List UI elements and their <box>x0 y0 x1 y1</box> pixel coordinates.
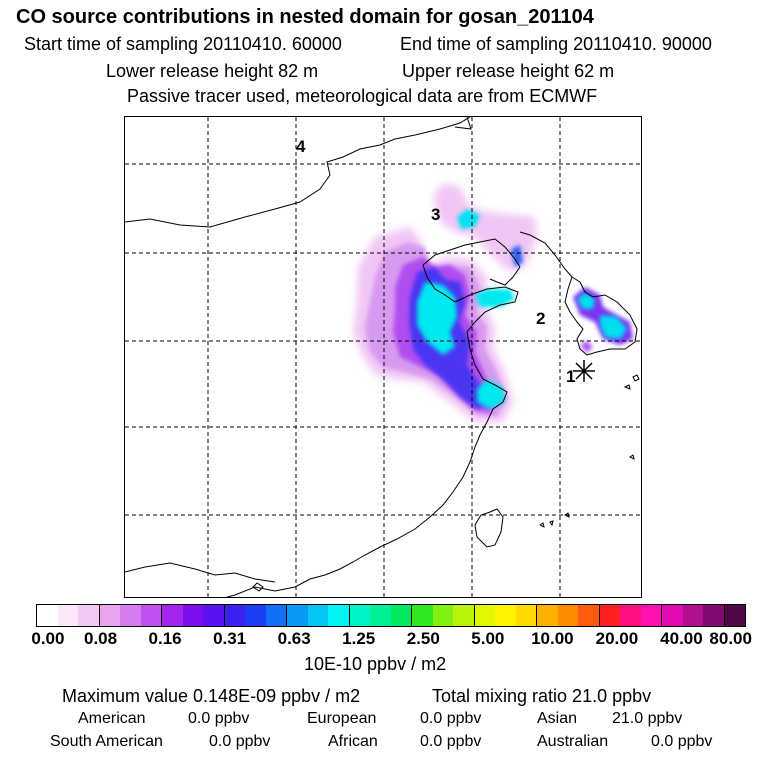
colorbar-swatch <box>57 605 78 626</box>
colorbar-swatch <box>140 605 162 626</box>
colorbar-swatch <box>307 605 328 626</box>
south-american-value: 0.0 ppbv <box>209 733 271 750</box>
map-canvas <box>125 117 641 597</box>
colorbar-swatch <box>162 605 183 626</box>
colorbar-swatch <box>99 605 120 626</box>
colorbar-swatch <box>390 605 412 626</box>
coastlines <box>125 117 640 597</box>
plume-korea-southwest <box>580 341 593 353</box>
colorbar <box>36 604 746 627</box>
concentration-plume <box>353 183 633 422</box>
colorbar-swatch <box>78 605 100 626</box>
gosan-receptor-star <box>573 360 595 382</box>
plume-core-shandong <box>475 289 515 307</box>
colorbar-swatch <box>412 605 433 626</box>
region-label-2: 2 <box>536 309 546 328</box>
colorbar-swatch <box>620 605 641 626</box>
upper-release-text: Upper release height 62 m <box>402 61 615 81</box>
plume-korea-core-north <box>577 293 595 309</box>
colorbar-swatch <box>474 605 495 626</box>
plume-core-north <box>457 209 480 229</box>
colorbar-swatch <box>578 605 600 626</box>
european-label: European <box>307 710 377 727</box>
colorbar-tick-label: 40.00 <box>660 629 703 648</box>
lower-release-text: Lower release height 82 m <box>106 61 319 81</box>
south-american-label: South American <box>50 733 163 750</box>
colorbar-swatch <box>432 605 453 626</box>
colorbar-swatch <box>640 605 662 626</box>
colorbar-tick-label: 2.50 <box>406 629 440 648</box>
american-value: 0.0 ppbv <box>188 710 250 727</box>
colorbar-swatch <box>328 605 350 626</box>
map-panel: 4 3 2 1 <box>124 116 642 598</box>
asian-label: Asian <box>537 710 578 727</box>
colorbar-tick-label: 0.08 <box>83 629 118 648</box>
colorbar-swatch <box>37 605 58 626</box>
asian-value: 21.0 ppbv <box>612 710 683 727</box>
start-time-text: Start time of sampling 20110410. 60000 <box>24 34 342 54</box>
colorbar-tick-label: 1.25 <box>342 629 376 648</box>
european-value: 0.0 ppbv <box>420 710 482 727</box>
american-label: American <box>78 710 146 727</box>
colorbar-unit-label: 10E-10 ppbv / m2 <box>304 654 447 674</box>
colorbar-swatch <box>682 605 703 626</box>
region-label-1: 1 <box>566 367 576 386</box>
colorbar-swatch <box>203 605 225 626</box>
australian-value: 0.0 ppbv <box>651 733 713 750</box>
colorbar-swatch <box>599 605 620 626</box>
colorbar-swatch <box>515 605 537 626</box>
map-grid <box>125 117 641 597</box>
african-label: African <box>328 733 378 750</box>
colorbar-tick-label: 80.00 <box>709 629 752 648</box>
plume-core-liaoning <box>511 245 523 267</box>
plume-layer-light-pink-north <box>433 183 537 272</box>
maximum-value-text: Maximum value 0.148E-09 ppbv / m2 <box>62 686 361 706</box>
colorbar-swatch <box>703 605 725 626</box>
colorbar-swatch <box>349 605 370 626</box>
colorbar-tick-label: 0.00 <box>31 629 65 648</box>
colorbar-swatch <box>370 605 391 626</box>
colorbar-swatch <box>182 605 203 626</box>
colorbar-swatch <box>557 605 578 626</box>
australian-label: Australian <box>537 733 609 750</box>
colorbar-swatch <box>120 605 141 626</box>
colorbar-tick-label: 10.00 <box>531 629 574 648</box>
region-label-4: 4 <box>296 137 306 156</box>
colorbar-swatch <box>537 605 558 626</box>
colorbar-swatch <box>224 605 245 626</box>
colorbar-swatch <box>265 605 287 626</box>
colorbar-tick-label: 0.63 <box>277 629 311 648</box>
chart-title: CO source contributions in nested domain… <box>16 6 594 28</box>
colorbar-tick-label: 0.16 <box>148 629 182 648</box>
colorbar-swatch <box>724 605 745 626</box>
tracer-note-text: Passive tracer used, meteorological data… <box>127 86 598 106</box>
colorbar-swatch <box>662 605 683 626</box>
end-time-text: End time of sampling 20110410. 90000 <box>400 34 712 54</box>
plume-korea-core-south <box>600 315 627 339</box>
colorbar-tick-label: 5.00 <box>471 629 505 648</box>
colorbar-tick-label: 0.31 <box>213 629 247 648</box>
colorbar-swatch <box>453 605 475 626</box>
colorbar-swatch <box>287 605 308 626</box>
colorbar-tick-label: 20.00 <box>595 629 639 648</box>
african-value: 0.0 ppbv <box>420 733 482 750</box>
colorbar-swatch <box>495 605 516 626</box>
plume-core-cyan <box>417 282 457 355</box>
region-label-3: 3 <box>431 205 441 224</box>
colorbar-swatch <box>245 605 266 626</box>
total-mixing-ratio-text: Total mixing ratio 21.0 ppbv <box>432 686 652 706</box>
